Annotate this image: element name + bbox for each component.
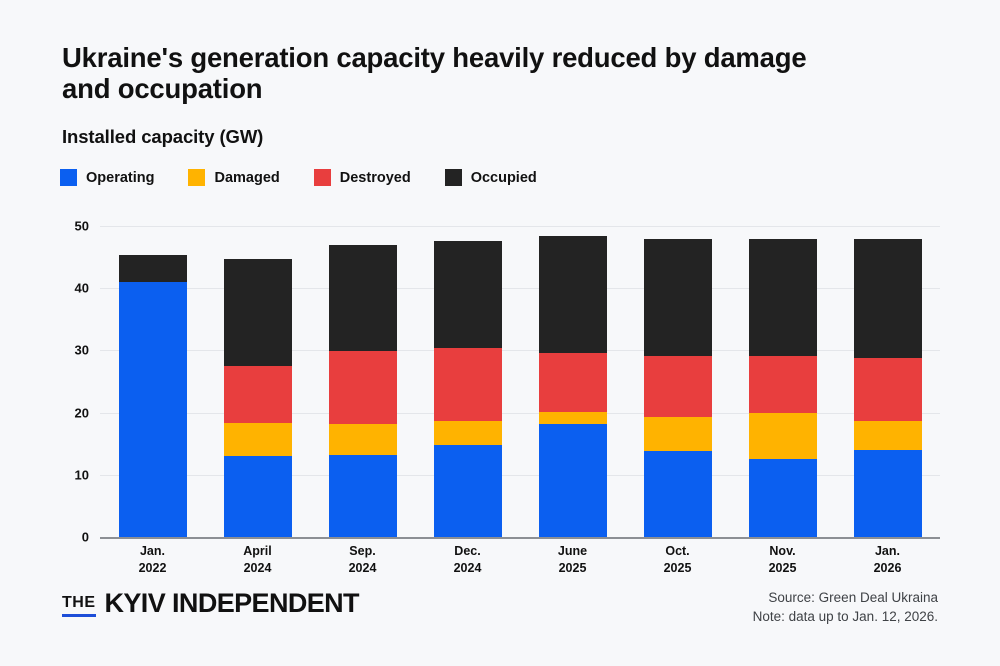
bar-column[interactable] bbox=[538, 235, 607, 537]
logo-name-text: KYIV INDEPENDENT bbox=[104, 588, 360, 618]
bar-segment-destroyed[interactable] bbox=[433, 347, 502, 421]
bar-segment-damaged[interactable] bbox=[538, 411, 607, 424]
logo-the-text: THE bbox=[62, 595, 96, 617]
bar-group bbox=[100, 226, 940, 537]
bar-segment-destroyed[interactable] bbox=[853, 357, 922, 421]
legend-label: Damaged bbox=[214, 169, 280, 186]
bar-segment-operating[interactable] bbox=[223, 456, 292, 537]
legend-item-occupied[interactable]: Occupied bbox=[444, 169, 537, 186]
bar-segment-occupied[interactable] bbox=[223, 259, 292, 366]
chart-legend: Operating Damaged Destroyed Occupied bbox=[60, 169, 571, 186]
chart-title: Ukraine's generation capacity heavily re… bbox=[62, 42, 807, 105]
legend-swatch-damaged bbox=[188, 169, 206, 186]
x-axis-label: Jan. 2022 bbox=[138, 544, 167, 575]
bar-segment-destroyed[interactable] bbox=[538, 352, 607, 412]
gridline-20 bbox=[100, 412, 940, 414]
x-axis-label: June 2025 bbox=[557, 544, 588, 575]
legend-label: Destroyed bbox=[339, 169, 411, 186]
y-tick-label: 10 bbox=[74, 467, 89, 483]
bar-segment-damaged[interactable] bbox=[328, 423, 397, 455]
bar-column[interactable] bbox=[643, 239, 712, 537]
legend-swatch-destroyed bbox=[313, 169, 331, 186]
bar-segment-operating[interactable] bbox=[748, 459, 817, 537]
legend-label: Occupied bbox=[470, 169, 537, 186]
bar-segment-occupied[interactable] bbox=[538, 235, 607, 353]
bar-segment-destroyed[interactable] bbox=[328, 351, 397, 424]
bar-column[interactable] bbox=[328, 244, 397, 537]
gridline-10 bbox=[100, 474, 940, 476]
bar-column[interactable] bbox=[433, 240, 502, 537]
y-tick-label: 40 bbox=[74, 280, 89, 296]
publisher-logo: THE KYIV INDEPENDENT bbox=[62, 588, 360, 618]
y-tick-label: 50 bbox=[74, 218, 89, 234]
bar-segment-damaged[interactable] bbox=[433, 420, 502, 445]
legend-item-operating[interactable]: Operating bbox=[60, 169, 154, 186]
bar-segment-damaged[interactable] bbox=[643, 416, 712, 452]
bar-segment-destroyed[interactable] bbox=[223, 365, 292, 424]
bar-column[interactable] bbox=[223, 259, 292, 537]
x-axis-label: Jan. 2026 bbox=[873, 544, 902, 575]
legend-swatch-operating bbox=[60, 169, 77, 186]
bar-segment-damaged[interactable] bbox=[853, 420, 922, 450]
bar-segment-occupied[interactable] bbox=[433, 240, 502, 348]
gridline-50 bbox=[100, 226, 940, 227]
legend-label: Operating bbox=[86, 169, 155, 186]
bar-segment-operating[interactable] bbox=[538, 423, 607, 537]
gridline-0 bbox=[100, 537, 940, 539]
x-axis-label: April 2024 bbox=[243, 544, 272, 575]
x-axis-labels: Jan. 2022 April 2024 Sep. 2024 Dec. 2024 Jun… bbox=[100, 543, 940, 583]
bar-segment-occupied[interactable] bbox=[328, 244, 397, 352]
plot-area: 0 10 20 30 40 50 bbox=[75, 219, 940, 545]
legend-swatch-occupied bbox=[444, 169, 462, 186]
legend-item-damaged[interactable]: Damaged bbox=[188, 169, 280, 186]
bar-segment-operating[interactable] bbox=[643, 451, 712, 537]
bar-segment-destroyed[interactable] bbox=[748, 356, 817, 414]
legend-item-destroyed[interactable]: Destroyed bbox=[313, 169, 411, 186]
bar-segment-damaged[interactable] bbox=[223, 423, 292, 457]
bar-segment-operating[interactable] bbox=[853, 449, 922, 537]
x-axis-label: Nov. 2025 bbox=[768, 544, 797, 575]
bar-segment-occupied[interactable] bbox=[853, 239, 922, 358]
bar-segment-operating[interactable] bbox=[118, 281, 187, 537]
bar-segment-occupied[interactable] bbox=[118, 255, 187, 282]
bar-segment-occupied[interactable] bbox=[643, 239, 712, 357]
bar-column[interactable] bbox=[853, 239, 922, 537]
x-axis-label: Sep. 2024 bbox=[348, 544, 377, 575]
y-tick-label: 30 bbox=[74, 342, 89, 358]
source-line: Source: Green Deal Ukraina bbox=[768, 590, 938, 605]
bar-segment-operating[interactable] bbox=[328, 454, 397, 537]
note-line: Note: data up to Jan. 12, 2026. bbox=[752, 609, 938, 625]
gridline-30 bbox=[100, 350, 940, 352]
y-tick-label: 0 bbox=[81, 529, 89, 545]
bar-segment-destroyed[interactable] bbox=[643, 356, 712, 417]
gridline-40 bbox=[100, 288, 940, 290]
bar-segment-operating[interactable] bbox=[433, 444, 502, 537]
bar-column[interactable] bbox=[748, 239, 817, 537]
chart-header: Ukraine's generation capacity heavily re… bbox=[62, 42, 892, 148]
y-tick-label: 20 bbox=[74, 405, 89, 421]
bar-segment-damaged[interactable] bbox=[748, 413, 817, 460]
bar-column[interactable] bbox=[118, 255, 187, 537]
x-axis-label: Dec. 2024 bbox=[453, 544, 482, 575]
x-axis-label: Oct. 2025 bbox=[663, 544, 692, 575]
source-note: Source: Green Deal Ukraina Note: data up… bbox=[753, 588, 938, 626]
bar-segment-occupied[interactable] bbox=[748, 239, 817, 357]
chart-subtitle: Installed capacity (GW) bbox=[62, 126, 264, 148]
